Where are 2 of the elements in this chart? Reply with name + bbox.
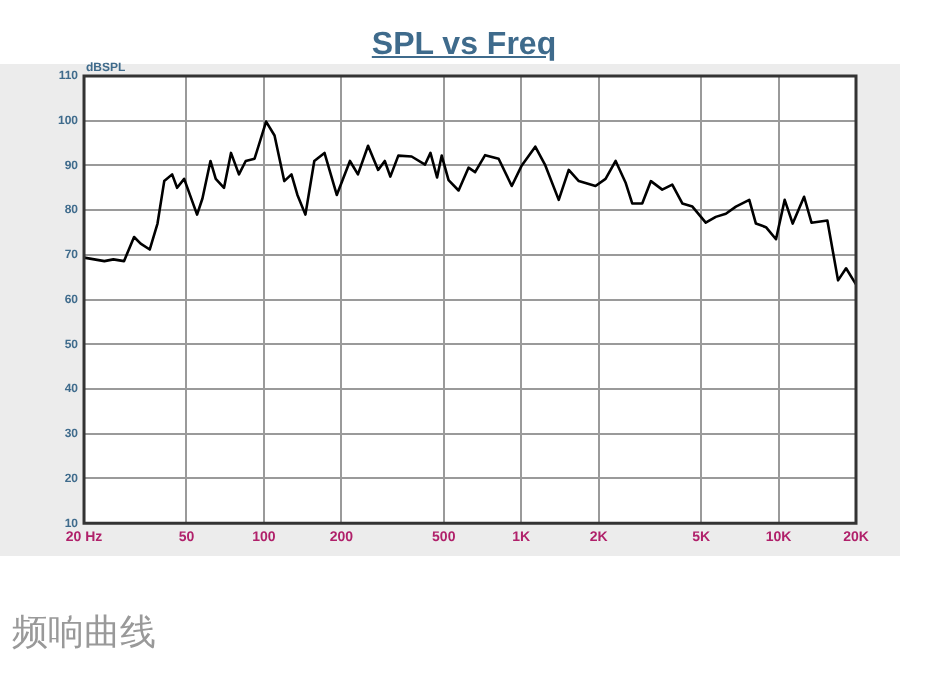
text: 频响曲线 [12, 610, 156, 656]
chart-title: SPL vs Freq [369, 28, 559, 64]
